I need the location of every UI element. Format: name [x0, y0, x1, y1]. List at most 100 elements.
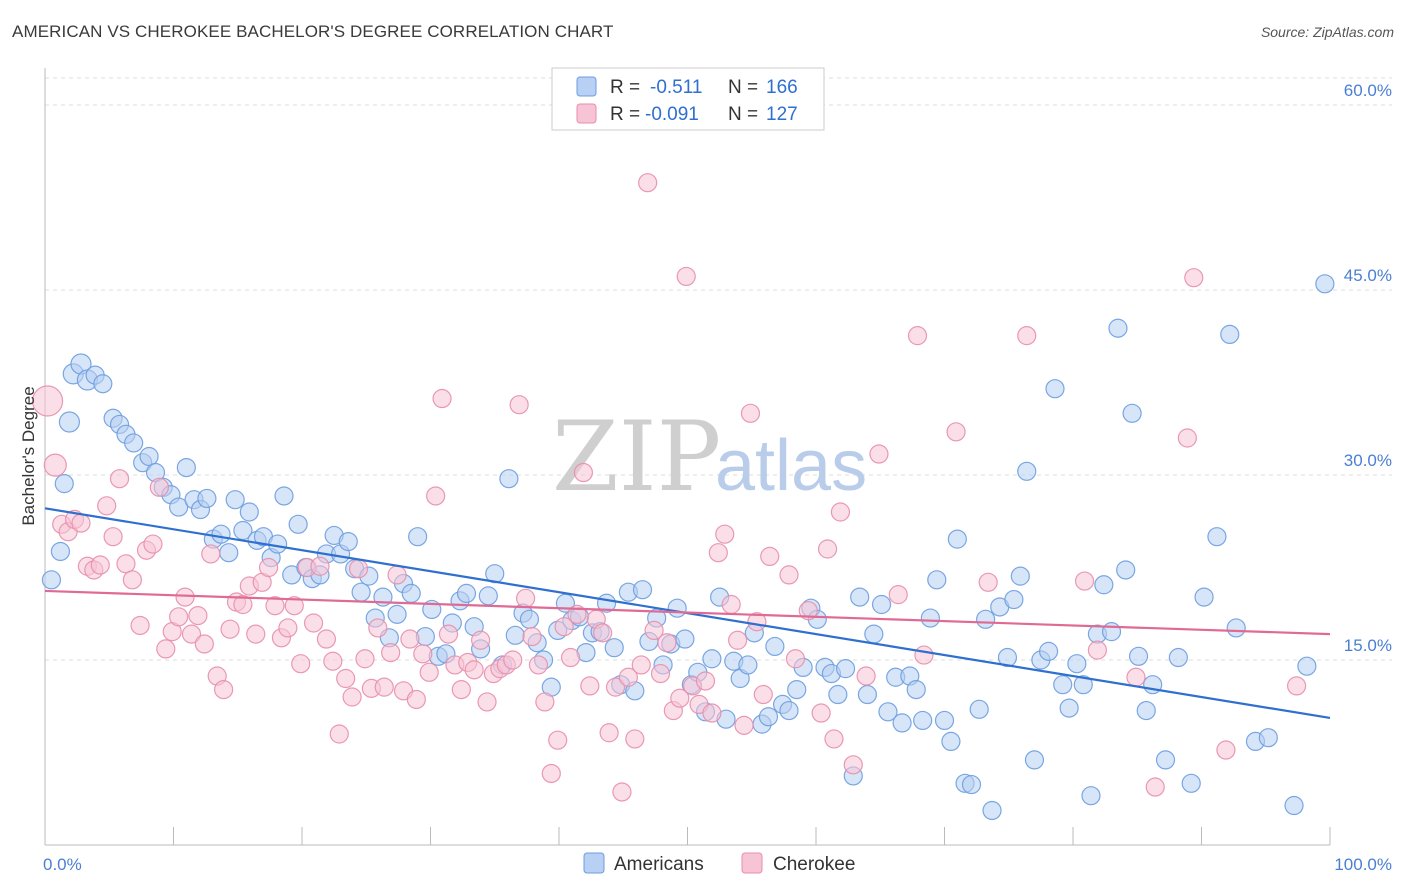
americans-point	[1284, 795, 1304, 816]
americans-point	[1094, 575, 1114, 595]
americans-point	[1128, 646, 1149, 666]
americans-point	[219, 543, 239, 563]
americans-point	[779, 700, 799, 721]
americans-point	[835, 659, 856, 679]
americans-point	[176, 458, 196, 478]
americans-point	[828, 684, 848, 705]
americans-point	[351, 582, 371, 602]
cherokee-point	[535, 692, 555, 712]
americans-point	[478, 586, 498, 606]
cherokee-point	[426, 486, 446, 506]
cherokee-point	[740, 403, 761, 423]
americans-point	[58, 411, 81, 433]
americans-point	[667, 598, 687, 618]
cherokee-point	[1286, 676, 1307, 696]
cherokee-point	[374, 677, 394, 697]
cherokee-point	[201, 544, 221, 564]
cherokee-point	[779, 565, 799, 585]
y-tick-label: 45.0%	[1344, 266, 1392, 285]
americans-point	[1297, 656, 1317, 676]
cherokee-point	[406, 689, 426, 710]
watermark-atlas: atlas	[715, 426, 867, 506]
cherokee-point	[843, 755, 863, 775]
chart-title: AMERICAN VS CHEROKEE BACHELOR'S DEGREE C…	[12, 22, 614, 41]
cherokee-point	[471, 630, 491, 650]
americans-point	[604, 638, 624, 658]
y-tick-label: 60.0%	[1344, 81, 1392, 100]
americans-point	[997, 647, 1018, 668]
americans-point	[961, 774, 982, 795]
cherokee-point	[509, 395, 529, 415]
cherokee-point	[316, 629, 337, 649]
americans-point	[969, 699, 989, 719]
cherokee-point	[978, 572, 998, 592]
cherokee-point	[291, 654, 311, 674]
cherokee-point	[625, 729, 645, 749]
cherokee-point	[438, 624, 459, 644]
cherokee-point	[702, 703, 722, 723]
bottom-legend: Americans Cherokee	[583, 852, 855, 875]
cherokee-point	[721, 594, 741, 615]
cherokee-point	[631, 655, 651, 675]
americans-point	[1038, 641, 1059, 661]
cherokee-point	[657, 633, 677, 653]
americans-point	[197, 488, 217, 509]
americans-point	[1101, 622, 1122, 642]
americans-point	[1024, 750, 1045, 770]
americans-point	[1220, 324, 1240, 344]
americans-point	[93, 374, 113, 394]
y-tick-label: 30.0%	[1344, 451, 1392, 470]
americans-point	[1067, 654, 1087, 674]
americans-point	[906, 679, 926, 700]
cherokee-point	[156, 639, 176, 659]
legend-n-label-americans: N =	[728, 77, 758, 98]
americans-point	[1207, 527, 1227, 547]
cherokee-point	[310, 556, 330, 576]
cherokee-point	[149, 477, 169, 497]
americans-point	[41, 570, 62, 590]
americans-point	[1053, 675, 1073, 695]
cherokee-point	[541, 763, 561, 784]
cherokee-point	[593, 623, 613, 643]
cherokee-point	[560, 647, 581, 668]
cherokee-point	[548, 730, 568, 750]
cherokee-point	[188, 605, 208, 626]
chart-source: Source: ZipAtlas.com	[1260, 24, 1394, 40]
cherokee-point	[670, 688, 690, 708]
cherokee-point	[355, 649, 375, 669]
bottom-legend-label-cherokee: Cherokee	[773, 854, 855, 875]
americans-point	[850, 587, 870, 607]
grid-lines	[45, 77, 1392, 661]
cherokee-point	[1184, 268, 1204, 288]
legend-n-value-americans: 166	[766, 77, 798, 98]
cherokee-point	[181, 624, 202, 644]
americans-point	[50, 541, 71, 562]
legend-box	[551, 67, 825, 131]
americans-point	[387, 604, 407, 624]
cherokee-point	[71, 513, 91, 533]
americans-point	[267, 534, 288, 554]
cherokee-point	[122, 570, 142, 590]
americans-point	[139, 446, 159, 467]
cherokee-point	[400, 629, 420, 649]
cherokee-point	[528, 655, 549, 675]
cherokee-point	[348, 559, 369, 579]
americans-point	[225, 490, 245, 510]
americans-point	[871, 594, 892, 615]
cherokee-point	[734, 715, 754, 735]
americans-points	[41, 274, 1335, 821]
cherokee-point	[31, 385, 64, 417]
cherokee-point	[599, 723, 619, 743]
americans-point	[1081, 786, 1101, 806]
americans-point	[947, 529, 967, 549]
americans-point	[1045, 379, 1065, 399]
legend-n-value-cherokee: 127	[766, 104, 798, 125]
cherokee-point	[946, 422, 966, 442]
x-tick-label: 0.0%	[43, 855, 82, 874]
americans-point	[675, 629, 695, 649]
cherokee-point	[381, 642, 401, 663]
americans-point	[1116, 560, 1136, 580]
americans-point	[864, 624, 884, 644]
americans-point	[878, 702, 898, 722]
cherokee-point	[1074, 571, 1095, 591]
